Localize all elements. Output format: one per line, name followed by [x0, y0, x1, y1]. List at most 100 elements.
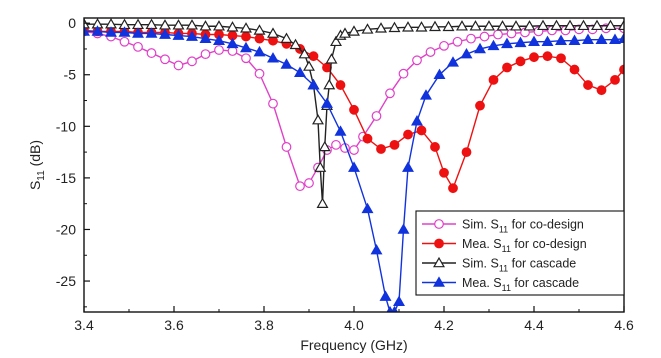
legend-label: Mea. S11 for co-design [462, 237, 587, 254]
x-tick-label: 3.8 [254, 317, 274, 333]
data-point [523, 20, 536, 31]
data-point [280, 32, 293, 43]
data-point [280, 58, 293, 69]
data-point [403, 129, 413, 140]
data-point [334, 125, 347, 136]
data-point [479, 31, 490, 42]
data-point [84, 25, 90, 36]
data-point [496, 20, 509, 31]
legend-label-rest: for co-design [508, 218, 584, 232]
data-point [199, 20, 212, 31]
data-point [254, 68, 265, 79]
data-point [200, 49, 211, 60]
x-tick-label: 4.4 [524, 317, 544, 333]
y-axis-title-subscript: 11 [36, 170, 47, 181]
data-point [325, 53, 338, 64]
data-point [488, 74, 499, 85]
data-point [501, 37, 513, 49]
data-point [316, 197, 329, 208]
data-point [335, 80, 346, 90]
data-point [307, 78, 320, 90]
y-tick-label: -25 [56, 273, 76, 289]
data-point [349, 145, 359, 155]
data-point [550, 19, 563, 31]
data-point [569, 64, 580, 75]
data-point [439, 40, 449, 51]
legend-label-subscript: 11 [502, 244, 511, 254]
data-point [411, 115, 423, 126]
data-point [609, 33, 621, 44]
data-point [447, 56, 459, 67]
data-point [172, 19, 185, 30]
data-point [240, 41, 252, 53]
x-tick-label: 4.0 [344, 317, 364, 333]
data-point [596, 85, 607, 96]
data-point [253, 45, 266, 57]
legend-label-rest: for cascade [511, 276, 579, 290]
data-point [582, 33, 594, 44]
data-point [618, 19, 624, 31]
data-point [389, 139, 400, 150]
data-point [295, 181, 305, 192]
data-point [267, 52, 279, 63]
data-point [448, 183, 458, 194]
data-point [542, 51, 553, 62]
data-point [577, 19, 590, 31]
axis-ticks: 3.4 3.6 3.8 4.0 4.2 4.4 4.6 0 -5 -10 -15 -20 -25 [56, 15, 634, 333]
data-point [348, 25, 360, 36]
data-point [402, 161, 414, 172]
x-tick-label: 4.6 [614, 317, 634, 333]
data-point [226, 21, 239, 32]
data-point [331, 139, 341, 150]
data-point [173, 60, 184, 71]
data-point [618, 32, 624, 43]
data-point [402, 21, 414, 32]
data-point [591, 19, 603, 31]
data-point [213, 34, 225, 46]
data-point [456, 20, 468, 31]
data-point [339, 27, 351, 38]
data-point [119, 36, 130, 47]
x-tick-label: 4.2 [434, 317, 454, 333]
data-point [132, 27, 144, 38]
data-point [159, 28, 171, 39]
data-point [412, 55, 422, 66]
data-point [379, 290, 392, 301]
data-point [483, 20, 495, 31]
legend-label-rest: for cascade [508, 257, 576, 271]
data-point [214, 45, 224, 55]
data-point [361, 202, 374, 214]
data-point [375, 22, 387, 33]
data-point [564, 19, 576, 31]
data-point [583, 80, 593, 90]
legend-label-main: Sim. S [462, 218, 499, 232]
data-point [452, 36, 463, 47]
legend-label-main: Mea. S [462, 276, 502, 290]
data-point [240, 22, 252, 33]
legend-box [415, 210, 625, 296]
data-point [460, 47, 473, 59]
data-point [502, 62, 512, 73]
legend-label: Sim. S11 for cascade [462, 257, 576, 274]
legend-label-subscript: 11 [499, 225, 508, 235]
data-point [294, 66, 306, 77]
data-point [610, 74, 620, 85]
data-point [429, 20, 441, 32]
data-point [474, 42, 486, 54]
data-point [361, 23, 374, 34]
data-point [160, 54, 170, 65]
data-point [376, 144, 386, 154]
x-tick-label: 3.4 [74, 317, 94, 333]
y-tick-label: -5 [64, 67, 77, 83]
data-point [323, 78, 336, 90]
data-point [172, 29, 185, 40]
data-point [595, 33, 608, 44]
y-axis-title-main: S [27, 181, 43, 190]
legend-label-subscript: 11 [499, 264, 508, 274]
data-point [145, 27, 158, 38]
data-point [298, 47, 311, 59]
data-point [556, 53, 566, 64]
x-tick-label: 3.6 [164, 317, 184, 333]
data-point [289, 38, 302, 50]
